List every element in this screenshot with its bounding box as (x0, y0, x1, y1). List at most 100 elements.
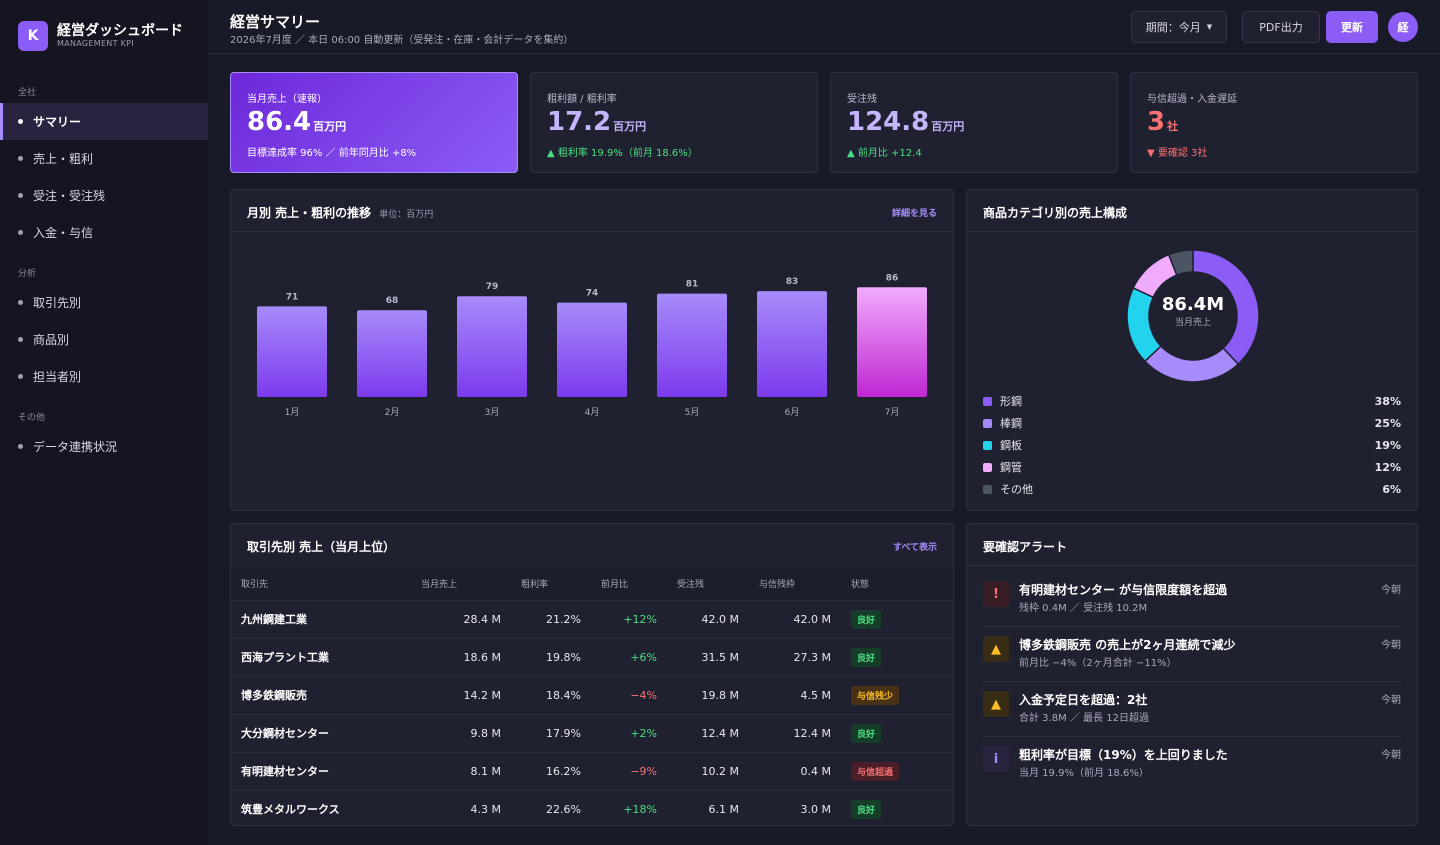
status-badge: 良好 (851, 799, 882, 819)
kpi-value: 124.8 (847, 107, 930, 137)
kpi-value: 17.2 (547, 107, 612, 137)
alert-title: 博多鉄鋼販売 の売上が2ヶ月連続で減少 (1019, 638, 1236, 652)
show-all-link[interactable]: すべて表示 (892, 543, 937, 553)
column-header: 状態 (841, 568, 953, 600)
cell-margin: 19.8% (511, 637, 591, 676)
alert-item[interactable]: ▲ 博多鉄鋼販売 の売上が2ヶ月連続で減少 前月比 −4%（2ヶ月合計 −11%… (983, 628, 1401, 682)
cell-backlog: 6.1 M (667, 789, 749, 825)
bar[interactable] (357, 310, 427, 397)
sidebar-item-label: 受注・受注残 (33, 189, 106, 203)
sidebar-item-products[interactable]: 商品別 (0, 321, 208, 358)
donut-center-label: 当月売上 (1174, 318, 1211, 328)
cell-mom: +2% (591, 713, 667, 752)
nav-section-other: その他 (18, 413, 46, 423)
bar-value-label: 79 (486, 282, 499, 292)
bar[interactable] (757, 291, 827, 397)
alert-time: 今朝 (1381, 640, 1401, 651)
warning-icon: ! (983, 581, 1009, 607)
panel-unit: 単位：百万円 (379, 210, 434, 220)
sidebar-item-label: サマリー (33, 115, 82, 129)
refresh-button[interactable]: 更新 (1326, 11, 1378, 43)
bar-chart: 71 1月 68 2月 79 3月 74 4月 81 5月 83 6月 86 7月 (257, 273, 927, 418)
chevron-down-icon: ▼ (1206, 23, 1213, 31)
table-row[interactable]: 西海プラント工業 18.6 M 19.8% +6% 31.5 M 27.3 M … (231, 637, 953, 676)
bar[interactable] (257, 306, 327, 397)
sidebar: K 経営ダッシュボード MANAGEMENT KPI 全社 サマリー 売上・粗利… (0, 0, 208, 845)
cell-name: 有明建材センター (231, 751, 411, 790)
cell-sales: 14.2 M (411, 675, 511, 714)
sidebar-item-staff[interactable]: 担当者別 (0, 358, 208, 395)
kpi-note: ▲ 粗利率 19.9%（前月 18.6%） (547, 148, 698, 159)
cell-sales: 4.3 M (411, 789, 511, 825)
donut-slice[interactable] (1143, 345, 1240, 383)
sidebar-item-label: データ連携状況 (33, 440, 118, 454)
swatch-icon (983, 396, 992, 406)
legend-name: 棒鋼 (1000, 417, 1022, 430)
table-header-row: 取引先 当月売上 粗利率 前月比 受注残 与信残枠 状態 (231, 568, 953, 600)
cell-mom: +18% (591, 789, 667, 825)
sidebar-item-customers[interactable]: 取引先別 (0, 284, 208, 321)
bar[interactable] (557, 302, 627, 397)
kpi-value: 86.4 (247, 107, 312, 137)
sidebar-item-data-sync[interactable]: データ連携状況 (0, 428, 208, 465)
bullet-icon (18, 156, 23, 161)
sidebar-item-orders[interactable]: 受注・受注残 (0, 177, 208, 214)
alert-item[interactable]: ! 有明建材センター が与信限度額を超過 残枠 0.4M ／ 受注残 10.2M… (983, 573, 1401, 627)
cell-credit: 0.4 M (749, 751, 841, 790)
table-row[interactable]: 筑豊メタルワークス 4.3 M 22.6% +18% 6.1 M 3.0 M 良… (231, 789, 953, 825)
alert-item[interactable]: ▲ 入金予定日を超過：2社 合計 3.8M ／ 最長 12日超過 今朝 (983, 683, 1401, 737)
donut-center-value: 86.4M (1161, 294, 1225, 315)
period-select[interactable]: 期間：今月 ▼ (1131, 11, 1227, 43)
bar-value-label: 83 (786, 277, 799, 287)
cell-backlog: 31.5 M (667, 637, 749, 676)
cell-name: 博多鉄鋼販売 (231, 675, 411, 714)
avatar[interactable]: 経 (1388, 12, 1418, 42)
cell-backlog: 10.2 M (667, 751, 749, 790)
sidebar-item-sales[interactable]: 売上・粗利 (0, 140, 208, 177)
cell-backlog: 12.4 M (667, 713, 749, 752)
bullet-icon (18, 230, 23, 235)
status-badge: 良好 (851, 647, 882, 667)
table-row[interactable]: 大分鋼材センター 9.8 M 17.9% +2% 12.4 M 12.4 M 良… (231, 713, 953, 752)
column-header: 与信残枠 (749, 568, 841, 600)
swatch-icon (983, 484, 992, 494)
brand: K 経営ダッシュボード MANAGEMENT KPI (18, 21, 183, 51)
bar[interactable] (657, 293, 727, 397)
alert-detail: 当月 19.9%（前月 18.6%） (1019, 768, 1149, 779)
legend-pct: 25% (1374, 416, 1401, 430)
bullet-icon (18, 444, 23, 449)
period-label: 期間：今月 (1145, 21, 1201, 34)
kpi-unit: 社 (1167, 120, 1179, 133)
cell-mom: +6% (591, 637, 667, 676)
view-details-link[interactable]: 詳細を見る (891, 209, 937, 219)
sidebar-item-summary[interactable]: サマリー (0, 103, 208, 140)
nav-section-company: 全社 (18, 88, 37, 98)
kpi-note: ▼ 要確認 3社 (1147, 148, 1208, 159)
cell-backlog: 19.8 M (667, 675, 749, 714)
swatch-icon (983, 440, 992, 450)
sidebar-item-label: 担当者別 (33, 370, 82, 384)
sidebar-item-payments[interactable]: 入金・与信 (0, 214, 208, 251)
info-icon: i (983, 746, 1009, 772)
cell-credit: 4.5 M (749, 675, 841, 714)
column-header: 粗利率 (511, 568, 591, 600)
bullet-icon (18, 193, 23, 198)
table-row[interactable]: 有明建材センター 8.1 M 16.2% −9% 10.2 M 0.4 M 与信… (231, 751, 953, 790)
table-row[interactable]: 博多鉄鋼販売 14.2 M 18.4% −4% 19.8 M 4.5 M 与信残… (231, 675, 953, 714)
alert-time: 今朝 (1381, 750, 1401, 761)
x-tick-label: 5月 (685, 407, 700, 418)
table-row[interactable]: 九州鋼建工業 28.4 M 21.2% +12% 42.0 M 42.0 M 良… (231, 599, 953, 638)
alert-item[interactable]: i 粗利率が目標（19%）を上回りました 当月 19.9%（前月 18.6%） … (983, 738, 1401, 792)
legend-name: その他 (1000, 483, 1033, 496)
x-tick-label: 2月 (385, 407, 400, 418)
donut-slice[interactable] (1167, 249, 1194, 277)
bar[interactable] (457, 296, 527, 397)
cell-sales: 28.4 M (411, 599, 511, 638)
kpi-unit: 百万円 (613, 120, 647, 133)
kpi-label: 与信超過・入金遅延 (1147, 94, 1237, 105)
pdf-export-button[interactable]: PDF出力 (1242, 11, 1320, 43)
triangle-warning-icon: ▲ (983, 691, 1009, 717)
donut-slice[interactable] (1132, 253, 1178, 299)
app-subtitle: MANAGEMENT KPI (57, 39, 134, 48)
bar[interactable] (857, 287, 927, 397)
